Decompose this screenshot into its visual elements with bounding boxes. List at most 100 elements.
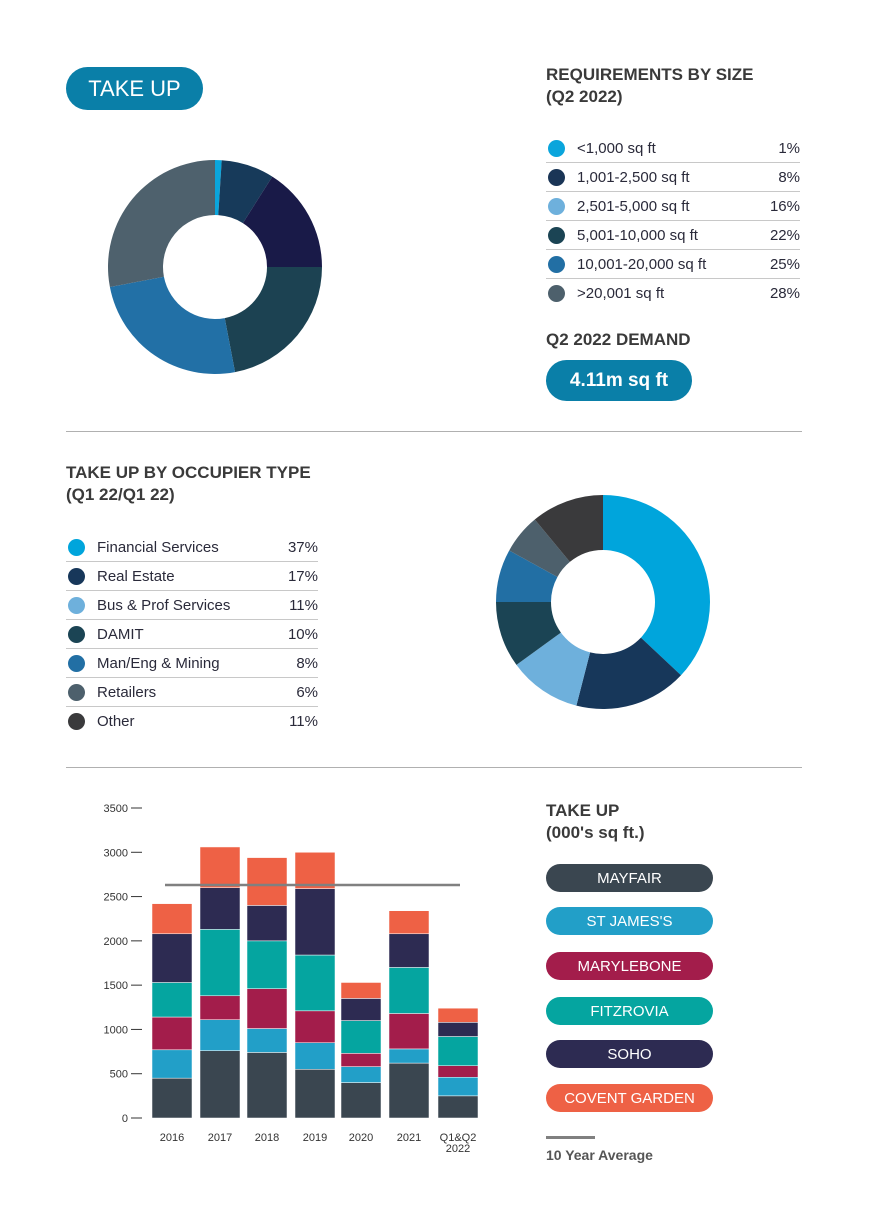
donut-slice [534,495,603,562]
x-tick-label: 2019 [303,1132,327,1144]
legend-dot-icon [68,712,85,730]
y-tick-label: 0 [122,1113,128,1125]
legend-label: 10,001-20,000 sq ft [577,255,707,273]
bar-segment [199,995,241,1020]
legend-value: 28% [769,284,800,302]
legend-value: 1% [778,139,800,157]
occupier-title-line1: TAKE UP BY OCCUPIER TYPE [66,463,311,482]
legend-label: Bus & Prof Services [97,596,231,614]
bar-segment [340,982,382,999]
legend-label: Real Estate [97,567,175,585]
bar-segment [199,929,241,997]
legend-label: 5,001-10,000 sq ft [577,226,698,244]
bar-segment [246,1028,288,1053]
bar-segment [151,1049,193,1079]
bar-segment [437,1077,479,1097]
legend-dot-icon [548,168,565,186]
take-up-bar-chart: 0 500 1000 1500 2000 2500 3000 3500 2016 2017 2018… [104,803,479,1155]
legend-item: Financial Services 37% [66,533,318,562]
legend-dot-icon [548,255,565,273]
legend-item: Man/Eng & Mining 8% [66,649,318,678]
x-tick-label: 2020 [349,1132,373,1144]
y-tick-label: 3500 [104,803,128,815]
average-legend-swatch [546,1136,595,1139]
y-tick-label: 1000 [104,1024,128,1036]
legend-value: 22% [769,226,800,244]
legend-value: 25% [769,255,800,273]
legend-item: DAMIT 10% [66,620,318,649]
bar-segment [294,954,336,1012]
y-tick-label: 2000 [104,936,128,948]
donut-slice [215,160,222,216]
legend-dot-icon [68,683,85,701]
y-tick-label: 1500 [104,980,128,992]
legend-label: Other [97,712,135,730]
legend-dot-icon [548,226,565,244]
bar-segment [151,982,193,1018]
chart-title-line1: TAKE UP [546,801,620,820]
legend-pill: SOHO [546,1040,713,1068]
legend-pill: FITZROVIA [546,997,713,1025]
bar-segment [437,1065,479,1078]
legend-label: Man/Eng & Mining [97,654,220,672]
bar-segment [199,846,241,888]
bar-segment [437,1022,479,1037]
legend-value: 8% [296,654,318,672]
bar-segment [246,905,288,942]
bar-segment [294,852,336,889]
legend-item: Bus & Prof Services 11% [66,591,318,620]
take-up-badge: TAKE UP [66,67,203,110]
legend-item: 1,001-2,500 sq ft 8% [546,163,800,192]
y-tick-label: 2500 [104,892,128,904]
bar-segment [340,1053,382,1067]
occupier-legend: Financial Services 37% Real Estate 17% Bus &… [66,533,318,735]
bar-segment [151,933,193,983]
donut-slice [107,160,215,288]
bar-segment [151,1077,193,1119]
bar-segment [340,998,382,1021]
donut-slice [224,267,322,373]
chart-title-line2: (000's sq ft.) [546,823,645,842]
legend-item: Retailers 6% [66,678,318,707]
bar-segment [151,903,193,935]
donut-slice [516,632,591,706]
demand-title: Q2 2022 DEMAND [546,330,691,349]
legend-value: 17% [287,567,318,585]
x-tick-label: Q1&Q2 [440,1132,477,1144]
bar-segment [246,940,288,989]
bar-segment [246,988,288,1029]
size-donut-chart [107,160,322,374]
bar-segment [199,887,241,930]
occupier-title: TAKE UP BY OCCUPIER TYPE (Q1 22/Q1 22) [66,462,311,506]
bar-segment [151,1016,193,1051]
legend-value: 16% [769,197,800,215]
legend-item: 2,501-5,000 sq ft 16% [546,192,800,221]
bar-segment [388,1062,430,1119]
y-tick-label: 3000 [104,847,128,859]
bar-segment [199,1019,241,1051]
legend-dot-icon [68,567,85,585]
legend-item: Other 11% [66,707,318,735]
legend-dot-icon [68,654,85,672]
size-title-line1: REQUIREMENTS BY SIZE [546,65,754,84]
size-title-line2: (Q2 2022) [546,87,623,106]
bar-segment [388,967,430,1014]
legend-value: 10% [287,625,318,643]
donut-slice [496,602,561,665]
legend-item: >20,001 sq ft 28% [546,279,800,307]
bar-segment [388,910,430,935]
legend-dot-icon [68,538,85,556]
legend-pill: ST JAMES'S [546,907,713,935]
bar-segment [246,857,288,906]
y-tick-label: 500 [110,1069,128,1081]
donut-slice [496,550,558,602]
x-tick-label: 2022 [446,1143,470,1155]
average-legend-label: 10 Year Average [546,1147,653,1163]
bar-segment [388,1048,430,1064]
bar-segment [294,1042,336,1070]
legend-item: Real Estate 17% [66,562,318,591]
legend-dot-icon [548,139,565,157]
bar-segment [437,1007,479,1023]
donut-slice [109,276,236,374]
